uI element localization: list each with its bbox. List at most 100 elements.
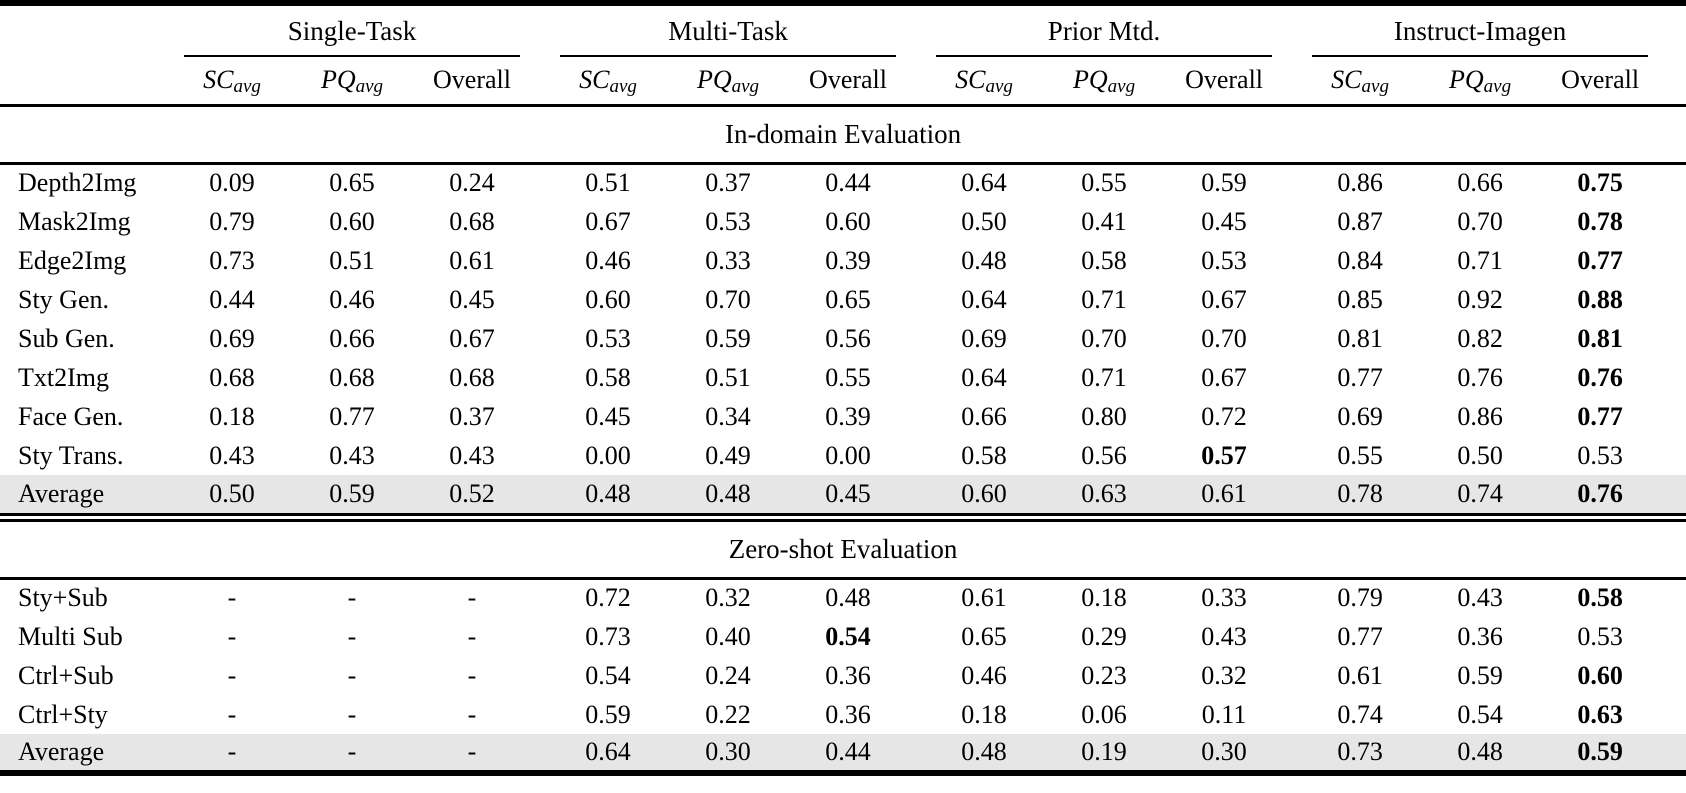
table-row: Sty Trans. 0.43 0.43 0.43 0.00 0.49 0.00 0.58 0.…: [0, 436, 1686, 475]
column-gap: [1284, 3, 1300, 57]
cell-value: 0.55: [1081, 168, 1127, 198]
row-label: Txt2Img: [18, 362, 109, 392]
column-gap: [532, 241, 548, 280]
column-gap: [908, 202, 924, 241]
column-gap: [908, 695, 924, 734]
table-row: Face Gen. 0.18 0.77 0.37 0.45 0.34 0.39 0.66 0.8…: [0, 397, 1686, 436]
table-row: Ctrl+Sub - - - 0.54 0.24 0.36 0.46 0.23 0.32 0.61 0…: [0, 656, 1686, 695]
cell-value: 0.88: [1577, 284, 1623, 314]
group-label: Prior Mtd.: [1047, 16, 1161, 46]
metric-header-overall: Overall: [788, 57, 908, 105]
column-gap: [908, 3, 924, 57]
metric-header-sc: SCavg: [548, 57, 668, 105]
metric-subscript-text: avg: [1107, 76, 1136, 98]
table-row: Mask2Img 0.79 0.60 0.68 0.67 0.53 0.60 0.50 0.41…: [0, 202, 1686, 241]
column-gap: [532, 656, 548, 695]
double-rule-cell: [0, 514, 1686, 521]
cell-value: 0.73: [585, 621, 631, 651]
cell-value: 0.86: [1457, 401, 1503, 431]
cell-value: 0.00: [825, 440, 871, 470]
metric-subscript: avg: [1484, 76, 1511, 97]
cell-value: 0.53: [1201, 245, 1247, 275]
cell-value: 0.45: [1201, 206, 1247, 236]
cell-value: 0.44: [825, 737, 871, 767]
cell-value: 0.48: [825, 583, 871, 613]
column-gap: [908, 397, 924, 436]
metric-symbol: PQ: [1072, 65, 1108, 95]
column-gap: [1284, 617, 1300, 656]
metric-header-pq: PQavg: [668, 57, 788, 105]
cell-value: 0.55: [1337, 440, 1383, 470]
cell-value: 0.56: [1081, 440, 1127, 470]
metric-header-row: SCavg PQavg Overall SCavg PQavg Overall SCavg P…: [0, 57, 1686, 106]
cell-value: 0.09: [209, 168, 255, 198]
cell-value: 0.43: [209, 440, 255, 470]
column-gap: [1284, 656, 1300, 695]
cell-value: 0.78: [1337, 478, 1383, 508]
column-gap: [1284, 578, 1300, 617]
table-row: Sty Gen. 0.44 0.46 0.45 0.60 0.70 0.65 0.64 0.71…: [0, 280, 1686, 319]
cell-value: -: [227, 737, 237, 767]
cell-value: 0.56: [825, 323, 871, 353]
table-row: Sub Gen. 0.69 0.66 0.67 0.53 0.59 0.56 0.69 0.70…: [0, 319, 1686, 358]
cell-value: 0.61: [1337, 660, 1383, 690]
cell-value: -: [227, 583, 237, 613]
column-gap: [532, 475, 548, 514]
metric-subscript-text: avg: [233, 76, 261, 98]
column-gap: [1660, 202, 1686, 241]
cell-value: 0.69: [209, 323, 255, 353]
column-gap: [908, 617, 924, 656]
cell-value: 0.81: [1577, 323, 1623, 353]
cell-value: 0.64: [961, 284, 1007, 314]
cell-value: 0.50: [961, 206, 1007, 236]
column-gap: [908, 734, 924, 773]
cell-value: -: [227, 621, 237, 651]
table-row: Ctrl+Sty - - - 0.59 0.22 0.36 0.18 0.06 0.11 0.74 0…: [0, 695, 1686, 734]
column-gap: [1284, 163, 1300, 202]
cell-value: 0.76: [1577, 478, 1623, 508]
group-label: Instruct-Imagen: [1393, 16, 1567, 46]
metric-subscript-text: avg: [731, 76, 760, 98]
column-gap: [1660, 3, 1686, 57]
cell-value: 0.72: [1201, 401, 1247, 431]
cell-value: -: [227, 660, 237, 690]
cell-value: 0.49: [705, 440, 751, 470]
evaluation-results-table: Single-Task Multi-Task Prior Mtd. Instru…: [0, 0, 1686, 777]
cell-value: 0.43: [1457, 583, 1503, 613]
row-label: Face Gen.: [18, 401, 124, 431]
metric-label: Overall: [1185, 65, 1264, 95]
cell-value: 0.72: [585, 583, 631, 613]
cell-value: 0.69: [961, 323, 1007, 353]
group-underline: [560, 55, 897, 58]
cell-value: 0.51: [585, 168, 631, 198]
metric-symbol: PQ: [696, 65, 732, 95]
metric-subscript-text: avg: [1361, 76, 1389, 98]
metric-header-pq: PQavg: [1420, 57, 1540, 105]
cell-value: 0.70: [1201, 323, 1247, 353]
cell-value: 0.53: [1577, 440, 1623, 470]
cell-value: 0.30: [705, 737, 751, 767]
metric-symbol: SC: [579, 65, 610, 95]
cell-value: 0.45: [449, 284, 495, 314]
cell-value: 0.46: [961, 660, 1007, 690]
cell-value: 0.65: [825, 284, 871, 314]
cell-value: 0.73: [1337, 737, 1383, 767]
cell-value: 0.54: [585, 660, 631, 690]
column-gap: [1284, 57, 1300, 105]
cell-value: 0.54: [825, 621, 871, 651]
column-gap: [1284, 734, 1300, 773]
cell-value: 0.67: [449, 323, 495, 353]
cell-value: 0.86: [1337, 168, 1383, 198]
column-gap: [1284, 475, 1300, 514]
metric-symbol: PQ: [320, 65, 356, 95]
metric-header-sc: SCavg: [1300, 57, 1420, 105]
cell-value: 0.70: [1081, 323, 1127, 353]
cell-value: 0.57: [1201, 440, 1247, 470]
metric-subscript-text: avg: [1483, 76, 1512, 98]
cell-value: 0.36: [825, 699, 871, 729]
column-gap: [1660, 475, 1686, 514]
column-gap: [1660, 163, 1686, 202]
column-gap: [532, 202, 548, 241]
metric-header-pq: PQavg: [1044, 57, 1164, 105]
cell-value: 0.48: [961, 737, 1007, 767]
